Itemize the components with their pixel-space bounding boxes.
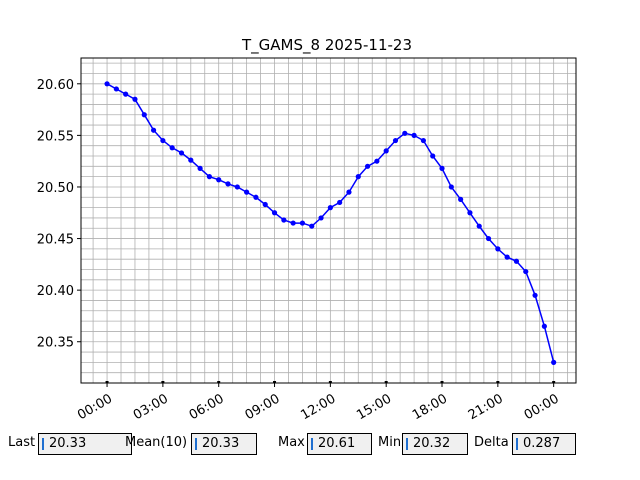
data-point bbox=[467, 210, 473, 216]
x-axis: 00:00 03:00 06:00 09:00 12:00 15:00 18:00 21:00… bbox=[75, 381, 562, 423]
delta-value-field[interactable]: 0.287 bbox=[512, 433, 576, 455]
data-point bbox=[420, 137, 427, 144]
data-point bbox=[104, 81, 110, 87]
data-point bbox=[234, 184, 240, 190]
min-label: Min bbox=[378, 435, 402, 450]
data-point bbox=[169, 145, 175, 151]
data-point bbox=[383, 148, 389, 154]
data-point bbox=[476, 223, 482, 229]
data-points bbox=[104, 81, 557, 365]
data-point bbox=[206, 174, 213, 180]
data-point bbox=[141, 112, 147, 118]
grid bbox=[81, 58, 576, 384]
data-point bbox=[132, 96, 138, 102]
data-point bbox=[355, 174, 361, 180]
plot-frame bbox=[80, 57, 577, 384]
last-value-field[interactable]: 20.33 bbox=[38, 433, 132, 455]
x-tick-label: 03:00 bbox=[131, 391, 171, 423]
data-point bbox=[244, 189, 250, 195]
x-tick-label: 00:00 bbox=[75, 391, 115, 423]
data-point bbox=[318, 215, 324, 221]
mean-value-field[interactable]: 20.33 bbox=[191, 433, 257, 455]
y-tick-label: 20.45 bbox=[37, 233, 74, 248]
data-point bbox=[253, 194, 259, 200]
data-point bbox=[346, 189, 352, 195]
data-point bbox=[262, 201, 268, 208]
delta-label: Delta bbox=[474, 435, 509, 450]
last-label: Last bbox=[8, 435, 36, 450]
chart-title: T_GAMS_8 2025-11-23 bbox=[241, 36, 412, 55]
data-point bbox=[523, 268, 529, 275]
y-tick-label: 20.35 bbox=[37, 336, 74, 351]
data-point bbox=[430, 153, 436, 159]
data-point bbox=[495, 246, 501, 252]
data-point bbox=[271, 210, 278, 216]
x-tick-label: 09:00 bbox=[243, 391, 283, 423]
data-point bbox=[411, 132, 417, 138]
data-point bbox=[327, 205, 333, 211]
data-point bbox=[113, 86, 119, 92]
data-point bbox=[513, 258, 520, 264]
data-point bbox=[123, 91, 129, 97]
chart: T_GAMS_8 2025-11-23 00:00 03:00 06:00 09:00… bbox=[37, 36, 577, 423]
data-point bbox=[216, 177, 222, 183]
x-tick-label: 12:00 bbox=[298, 391, 338, 423]
y-tick-label: 20.55 bbox=[37, 129, 74, 144]
min-value-field[interactable]: 20.32 bbox=[402, 433, 468, 455]
data-point bbox=[551, 359, 557, 365]
x-tick-label: 06:00 bbox=[187, 391, 227, 423]
x-tick-label: 00:00 bbox=[522, 391, 562, 423]
x-tick-label: 21:00 bbox=[466, 391, 506, 423]
y-tick-label: 20.50 bbox=[37, 181, 74, 196]
data-point bbox=[290, 220, 296, 226]
data-point bbox=[178, 150, 185, 156]
data-point bbox=[402, 130, 408, 136]
data-point bbox=[374, 158, 380, 164]
max-label: Max bbox=[278, 435, 305, 450]
data-point bbox=[337, 199, 343, 206]
max-value-field[interactable]: 20.61 bbox=[307, 433, 372, 455]
mean-label: Mean(10) bbox=[125, 435, 188, 450]
data-point bbox=[299, 220, 306, 226]
data-point bbox=[197, 165, 203, 171]
data-point bbox=[309, 223, 315, 229]
data-point bbox=[188, 157, 194, 163]
data-point bbox=[439, 165, 445, 171]
data-point bbox=[541, 323, 547, 329]
y-tick-label: 20.60 bbox=[37, 78, 74, 93]
data-point bbox=[504, 254, 510, 260]
data-point bbox=[532, 292, 538, 298]
data-point bbox=[392, 137, 399, 144]
data-point bbox=[160, 137, 166, 144]
data-point bbox=[458, 196, 464, 202]
data-point bbox=[281, 217, 287, 223]
data-point bbox=[150, 127, 157, 133]
x-tick-label: 15:00 bbox=[354, 391, 394, 423]
y-axis: 20.35 20.40 20.45 20.50 20.55 20.60 bbox=[37, 78, 81, 351]
data-point bbox=[448, 184, 454, 190]
data-point bbox=[364, 163, 371, 169]
y-tick-label: 20.40 bbox=[37, 284, 74, 299]
data-point bbox=[485, 235, 492, 242]
x-tick-label: 18:00 bbox=[410, 391, 450, 423]
data-point bbox=[225, 181, 231, 187]
